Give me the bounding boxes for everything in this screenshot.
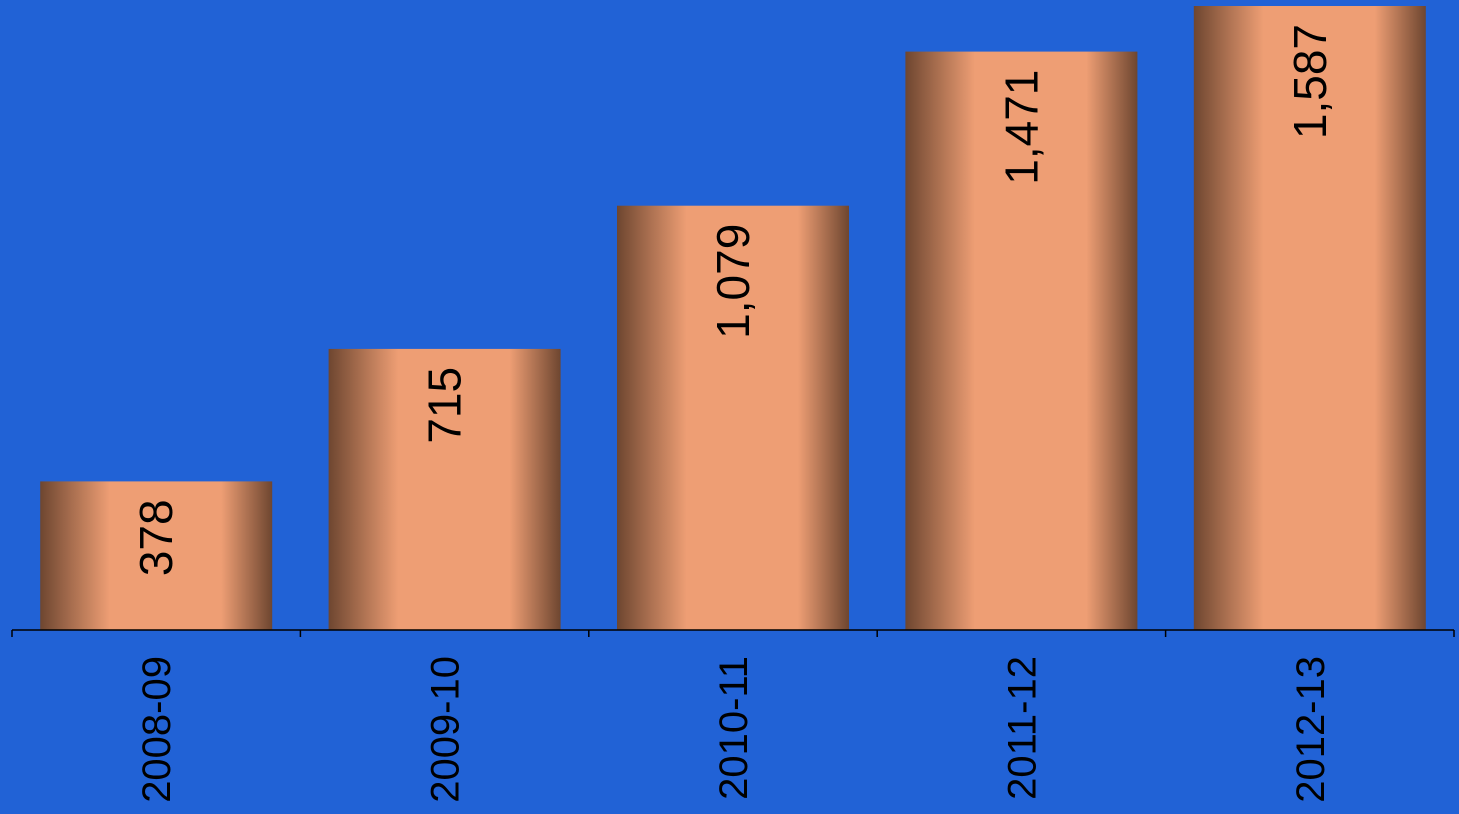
x-tick-label-2008-09: 2008-09 (135, 656, 179, 803)
bars-layer (40, 6, 1426, 631)
bar-2010-11 (617, 205, 849, 630)
value-label-2012-13: 1,587 (1284, 24, 1336, 139)
value-label-2008-09: 378 (130, 499, 182, 576)
x-tick-label-2012-13: 2012-13 (1289, 656, 1333, 803)
value-label-2010-11: 1,079 (707, 224, 759, 339)
labels-layer: 378 2008-09 715 2009-10 1,079 2010-11 1,471 201… (130, 24, 1336, 803)
bar-2008-09 (40, 481, 273, 630)
x-tick-label-2010-11: 2010-11 (712, 656, 756, 800)
x-tick-label-2009-10: 2009-10 (424, 656, 468, 803)
x-axis (11, 629, 1455, 637)
value-label-2009-10: 715 (419, 367, 471, 444)
value-label-2011-12: 1,471 (995, 70, 1047, 185)
bar-2011-12 (905, 51, 1138, 631)
bar-2009-10 (328, 348, 561, 630)
bar-2012-13 (1193, 6, 1426, 630)
x-tick-label-2011-12: 2011-12 (1000, 656, 1044, 800)
